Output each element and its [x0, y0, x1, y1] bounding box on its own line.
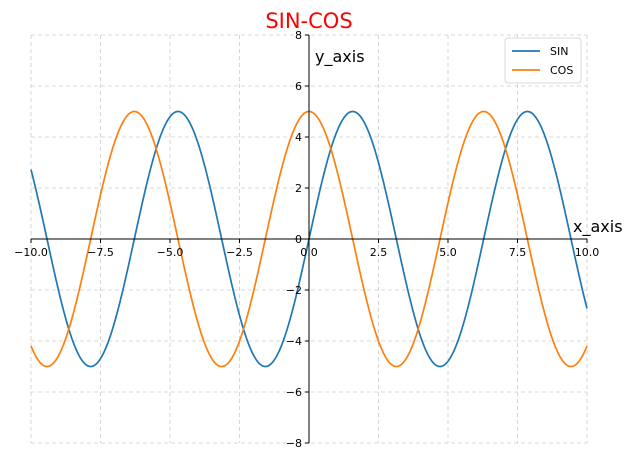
x-tick-label: 10.0: [575, 246, 600, 259]
y-tick-label: 2: [295, 182, 302, 195]
y-tick-label: 8: [295, 29, 302, 42]
ticks: −10.0 −7.5 −5.0 −2.5 0.0 2.5 5.0 7.5 10.0 −8 −6 −4 −…: [14, 29, 599, 450]
y-tick-label: 0: [295, 233, 302, 246]
x-tick-label: −2.5: [226, 246, 253, 259]
legend: SIN COS: [504, 37, 582, 84]
x-tick-label: 0.0: [300, 246, 318, 259]
x-tick-label: 7.5: [509, 246, 527, 259]
y-tick-label: −2: [286, 284, 302, 297]
chart-title: SIN-COS: [265, 9, 352, 33]
legend-label-sin: SIN: [550, 45, 568, 58]
legend-label-cos: COS: [550, 64, 573, 77]
x-tick-label: 2.5: [370, 246, 388, 259]
x-tick-label: −5.0: [157, 246, 184, 259]
y-tick-label: 6: [295, 80, 302, 93]
y-axis-label: y_axis: [315, 47, 365, 67]
y-tick-label: −8: [286, 437, 302, 450]
legend-box: [504, 37, 582, 84]
y-tick-label: −6: [286, 386, 302, 399]
x-axis-label: x_axis: [573, 217, 623, 237]
x-tick-label: 5.0: [439, 246, 457, 259]
y-tick-label: −4: [286, 335, 302, 348]
x-tick-label: −10.0: [14, 246, 48, 259]
y-tick-label: 4: [295, 131, 302, 144]
x-tick-label: −7.5: [87, 246, 114, 259]
